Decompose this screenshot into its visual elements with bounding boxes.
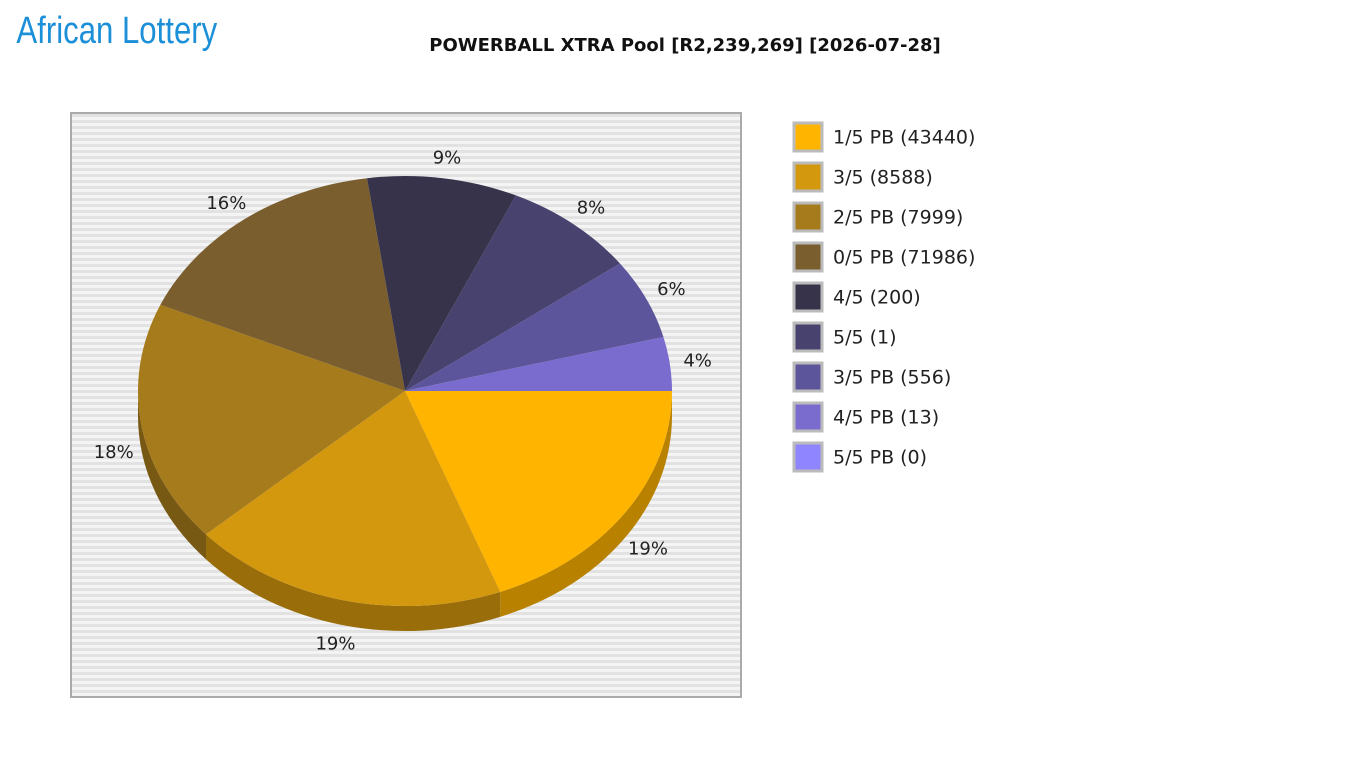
slice-side bbox=[500, 391, 673, 617]
data-label: 8% bbox=[577, 198, 606, 219]
slice-side bbox=[138, 391, 207, 560]
legend: 1/5 PB (43440) 3/5 (8588) 2/5 PB (7999) 0/5… bbox=[792, 121, 975, 473]
data-label: 16% bbox=[206, 193, 246, 214]
legend-label: 3/5 (8588) bbox=[833, 167, 933, 189]
data-label: 19% bbox=[628, 538, 668, 559]
legend-label: 2/5 PB (7999) bbox=[833, 207, 963, 229]
chart-title: POWERBALL XTRA Pool [R2,239,269] [2026-0… bbox=[429, 35, 940, 56]
slice bbox=[137, 304, 405, 535]
data-label: 6% bbox=[657, 279, 686, 300]
slice bbox=[206, 391, 501, 606]
slice bbox=[405, 391, 672, 592]
legend-label: 5/5 (1) bbox=[833, 327, 897, 349]
legend-label: 4/5 PB (13) bbox=[833, 407, 939, 429]
legend-swatch bbox=[792, 161, 824, 193]
legend-label: 3/5 PB (556) bbox=[833, 367, 951, 389]
slice-side bbox=[206, 534, 501, 631]
legend-label: 5/5 PB (0) bbox=[833, 447, 927, 469]
legend-swatch bbox=[792, 441, 824, 473]
slice bbox=[405, 195, 621, 391]
legend-swatch bbox=[792, 401, 824, 433]
slice bbox=[405, 263, 664, 391]
data-label: 4% bbox=[683, 350, 712, 371]
slice bbox=[405, 337, 672, 391]
legend-swatch bbox=[792, 241, 824, 273]
legend-swatch bbox=[792, 321, 824, 353]
legend-swatch bbox=[792, 281, 824, 313]
legend-label: 0/5 PB (71986) bbox=[833, 247, 975, 269]
slice bbox=[160, 178, 405, 391]
legend-label: 4/5 (200) bbox=[833, 287, 921, 309]
legend-swatch bbox=[792, 361, 824, 393]
logo: African Lottery bbox=[16, 10, 217, 52]
data-label: 9% bbox=[433, 147, 462, 168]
legend-swatch bbox=[792, 121, 824, 153]
legend-swatch bbox=[792, 201, 824, 233]
slice bbox=[367, 175, 516, 391]
legend-label: 1/5 PB (43440) bbox=[833, 127, 975, 149]
data-label: 18% bbox=[94, 442, 134, 463]
pie: 19% 19% 18% 16% 9% 8% 6% 4% bbox=[94, 147, 712, 654]
data-label: 19% bbox=[315, 633, 355, 654]
